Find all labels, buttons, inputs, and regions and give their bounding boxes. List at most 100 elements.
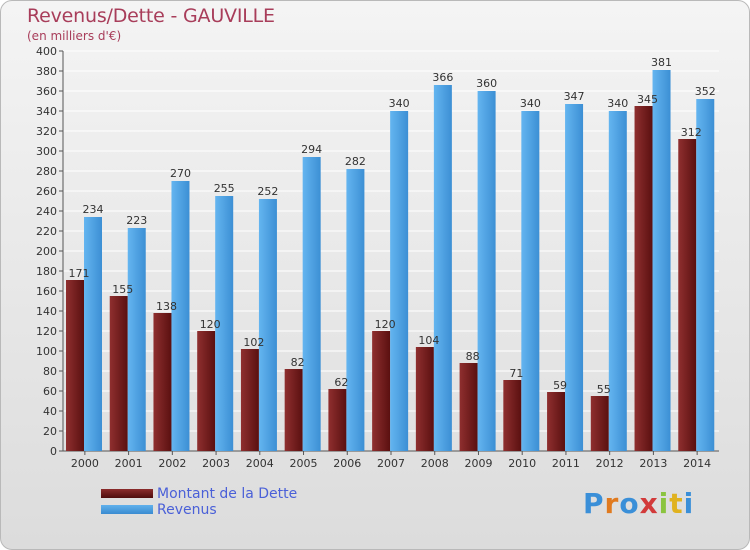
- bar-revenue-2007: [390, 111, 409, 451]
- y-tick-label: 180: [36, 265, 57, 278]
- data-label-revenue-2000: 234: [83, 203, 104, 216]
- data-label-revenue-2008: 366: [432, 71, 453, 84]
- x-tick-label: 2000: [71, 457, 99, 470]
- data-labels: 171 234 155 223 138 270 120 255 102 252 82 294 62 282…: [69, 56, 716, 396]
- bar-debt-2000: [66, 280, 84, 451]
- x-tick-label: 2006: [333, 457, 361, 470]
- y-tick-label: 360: [36, 85, 57, 98]
- bar-revenue-2008: [433, 85, 452, 451]
- bar-debt-2014: [678, 139, 697, 451]
- bar-debt-2012: [590, 396, 609, 451]
- y-tick-label: 100: [36, 345, 57, 358]
- data-label-revenue-2003: 255: [214, 182, 235, 195]
- data-label-debt-2011: 59: [553, 379, 567, 392]
- data-label-debt-2003: 120: [200, 318, 221, 331]
- data-label-debt-2005: 82: [291, 356, 305, 369]
- bar-debt-2001: [109, 296, 128, 451]
- bar-revenue-2004: [258, 199, 277, 451]
- data-label-debt-2008: 104: [418, 334, 439, 347]
- y-tick-label: 320: [36, 125, 57, 138]
- data-label-debt-2014: 312: [681, 126, 702, 139]
- data-label-revenue-2009: 360: [476, 77, 497, 90]
- x-tick-label: 2008: [421, 457, 449, 470]
- x-tick-label: 2002: [158, 457, 186, 470]
- x-tick-label: 2013: [639, 457, 667, 470]
- bar-debt-2010: [503, 380, 522, 451]
- logo-letter: i: [683, 487, 695, 520]
- x-tick-label: 2009: [464, 457, 492, 470]
- bar-revenue-2010: [521, 111, 540, 451]
- y-tick-label: 80: [43, 365, 57, 378]
- logo-letter: r: [604, 487, 620, 520]
- data-label-revenue-2010: 340: [520, 97, 541, 110]
- data-label-debt-2001: 155: [112, 283, 133, 296]
- bars: [66, 70, 715, 451]
- y-tick-label: 260: [36, 185, 57, 198]
- data-label-revenue-2002: 270: [170, 167, 191, 180]
- data-label-debt-2013: 345: [637, 93, 658, 106]
- bar-debt-2007: [372, 331, 391, 451]
- logo-letter: i: [658, 487, 670, 520]
- x-tick-label: 2010: [508, 457, 536, 470]
- y-tick-label: 60: [43, 385, 57, 398]
- data-label-debt-2002: 138: [156, 300, 177, 313]
- y-tick-label: 0: [50, 445, 57, 458]
- data-label-revenue-2012: 340: [607, 97, 628, 110]
- bar-revenue-2003: [215, 196, 234, 451]
- bar-debt-2013: [634, 106, 653, 451]
- bar-debt-2004: [240, 349, 259, 451]
- data-label-debt-2012: 55: [597, 383, 611, 396]
- x-tick-label: 2005: [290, 457, 318, 470]
- bar-revenue-2000: [84, 217, 102, 451]
- data-label-debt-2006: 62: [334, 376, 348, 389]
- logo-letter: o: [619, 487, 640, 520]
- bar-revenue-2013: [652, 70, 671, 451]
- y-axis: 0 20 40 60 80 100 120 140 160 180 200 220 240 260 280 3…: [36, 45, 719, 458]
- x-tick-label: 2004: [246, 457, 274, 470]
- bar-debt-2002: [153, 313, 172, 451]
- legend-swatch-revenue: [101, 505, 153, 514]
- x-axis: 2000 2001 2002 2003 2004 2005 2006 2007 2008 2009…: [71, 451, 711, 470]
- data-label-revenue-2013: 381: [651, 56, 672, 69]
- y-tick-label: 160: [36, 285, 57, 298]
- bar-debt-2003: [197, 331, 216, 451]
- bar-revenue-2014: [696, 99, 715, 451]
- data-label-revenue-2004: 252: [257, 185, 278, 198]
- logo-letter: x: [639, 487, 659, 520]
- data-label-debt-2004: 102: [243, 336, 264, 349]
- data-label-debt-2010: 71: [509, 367, 523, 380]
- y-tick-label: 200: [36, 245, 57, 258]
- legend-label-revenue: Revenus: [157, 502, 217, 518]
- bar-revenue-2011: [565, 104, 584, 451]
- y-tick-label: 340: [36, 105, 57, 118]
- x-tick-label: 2001: [115, 457, 143, 470]
- chart-subtitle: (en milliers d'€): [27, 29, 122, 43]
- data-label-revenue-2006: 282: [345, 155, 366, 168]
- proxiti-logo: Proxiti: [583, 487, 694, 520]
- data-label-debt-2000: 171: [69, 267, 90, 280]
- y-tick-label: 140: [36, 305, 57, 318]
- bar-debt-2008: [415, 347, 434, 451]
- x-tick-label: 2003: [202, 457, 230, 470]
- y-tick-label: 300: [36, 145, 57, 158]
- y-tick-label: 280: [36, 165, 57, 178]
- y-tick-label: 240: [36, 205, 57, 218]
- x-tick-label: 2011: [552, 457, 580, 470]
- chart-title: Revenus/Dette - GAUVILLE: [27, 5, 275, 27]
- bar-revenue-2001: [127, 228, 146, 451]
- y-tick-label: 400: [36, 45, 57, 58]
- bar-revenue-2005: [302, 157, 321, 451]
- x-tick-label: 2007: [377, 457, 405, 470]
- data-label-revenue-2001: 223: [126, 214, 147, 227]
- bar-revenue-2006: [346, 169, 365, 451]
- y-tick-label: 380: [36, 65, 57, 78]
- y-tick-label: 20: [43, 425, 57, 438]
- bar-revenue-2012: [608, 111, 627, 451]
- y-tick-label: 40: [43, 405, 57, 418]
- logo-letter: P: [583, 487, 605, 520]
- x-tick-label: 2012: [596, 457, 624, 470]
- bar-debt-2005: [284, 369, 303, 451]
- bar-debt-2009: [459, 363, 478, 451]
- bar-revenue-2009: [477, 91, 496, 451]
